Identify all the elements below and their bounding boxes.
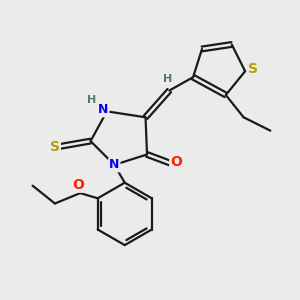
Text: H: H (87, 95, 96, 105)
Text: O: O (73, 178, 85, 192)
Text: O: O (170, 155, 182, 169)
Text: S: S (50, 140, 60, 154)
Text: N: N (98, 103, 109, 116)
Text: S: S (248, 62, 258, 76)
Text: N: N (109, 158, 119, 171)
Text: H: H (163, 74, 172, 84)
